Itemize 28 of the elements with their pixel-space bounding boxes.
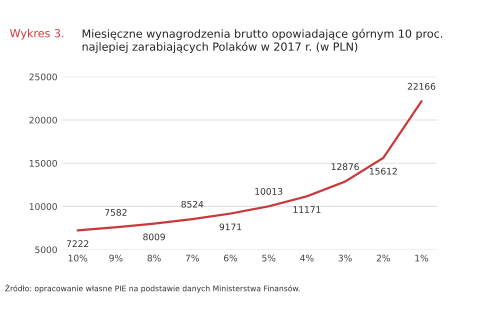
chart-title: Wykres 3. — [10, 28, 64, 40]
x-tick-label: 5% — [262, 254, 276, 262]
data-label: 22166 — [408, 82, 436, 90]
x-tick-label: 4% — [300, 254, 314, 262]
x-tick-label: 7% — [186, 254, 199, 262]
data-label: 15612 — [370, 168, 397, 175]
data-label: 11171 — [294, 206, 320, 213]
x-tick-label: 3% — [338, 254, 352, 262]
x-tick-label: 6% — [224, 254, 238, 262]
y-tick-label: 5000 — [35, 246, 57, 254]
x-tick-label: 9% — [109, 254, 123, 262]
data-label: 7222 — [66, 240, 88, 247]
line-series — [76, 100, 423, 232]
y-tick-label: 25000 — [29, 74, 57, 80]
x-tick-label: 10% — [68, 254, 88, 262]
chart-subtitle: Miesięczne wynagrodzenia brutto opowiadające górnym 10 proc. najlepiej zarabiających Polaków w 2017 r. (w PLN) — [82, 28, 442, 53]
x-tick-label: 8% — [148, 254, 161, 262]
y-tick-label: 20000 — [29, 116, 57, 124]
y-tick-label: 10000 — [30, 203, 57, 210]
data-label: 12876 — [332, 163, 359, 170]
x-tick-label: 1% — [415, 254, 428, 262]
data-label: 9171 — [220, 223, 242, 230]
data-label: 8009 — [143, 233, 165, 240]
y-tick-label: 15000 — [30, 160, 57, 167]
data-label: 8524 — [181, 200, 204, 208]
data-label: 10013 — [255, 188, 282, 195]
x-tick-label: 2% — [376, 254, 390, 262]
data-label: 7582 — [105, 208, 126, 216]
